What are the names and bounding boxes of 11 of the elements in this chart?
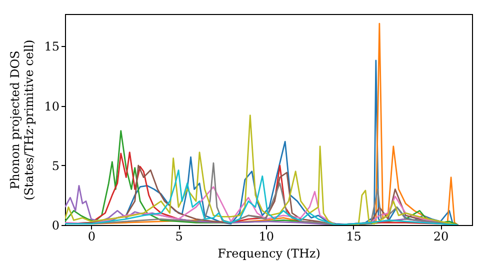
- x-tick-label: 15: [346, 230, 362, 244]
- y-tick-label: 15: [44, 40, 60, 54]
- y-tick-label: 10: [44, 99, 60, 114]
- y-tick-label: 0: [52, 218, 60, 232]
- x-axis-title: Frequency (THz): [218, 246, 320, 260]
- x-tick-label: 10: [258, 230, 274, 244]
- y-tick-label: 5: [52, 158, 60, 173]
- y-axis-title: Phonon projected DOS (States/THz·primitive cell): [8, 40, 36, 200]
- x-tick-label: 20: [433, 230, 449, 244]
- x-tick-label: 0: [88, 230, 96, 244]
- x-tick-label: 5: [175, 230, 183, 244]
